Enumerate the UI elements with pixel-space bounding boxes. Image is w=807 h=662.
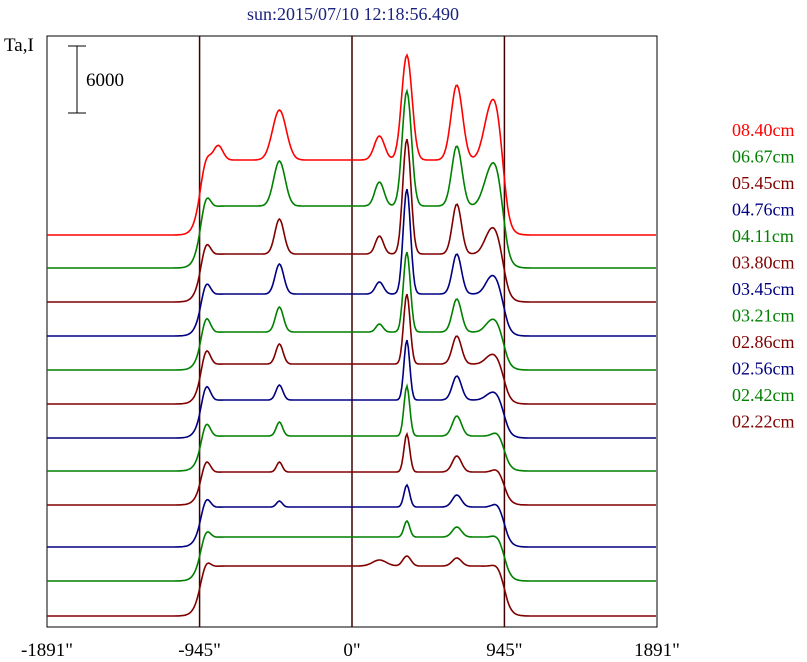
legend-item: 05.45cm <box>732 173 795 193</box>
series-line-03.21cm <box>47 383 656 472</box>
legend-item: 04.11cm <box>732 226 794 246</box>
series-line-03.80cm <box>47 293 656 405</box>
x-tick-label: 1891" <box>634 640 680 661</box>
series-line-02.42cm <box>47 519 656 582</box>
legend-item: 02.22cm <box>732 412 795 432</box>
series-line-08.40cm <box>47 53 656 236</box>
x-tick-label: 945" <box>486 640 522 661</box>
series-line-02.22cm <box>47 555 656 617</box>
legend-item: 02.42cm <box>732 385 795 405</box>
legend-item: 02.56cm <box>732 359 795 379</box>
legend-item: 08.40cm <box>732 120 795 140</box>
x-tick-labels: -1891" -945" 0" 945" 1891" <box>21 640 680 661</box>
legend-item: 03.21cm <box>732 306 795 326</box>
x-tick-label: -1891" <box>21 640 73 661</box>
legend-item: 06.67cm <box>732 147 795 167</box>
series-line-03.45cm <box>47 339 656 439</box>
legend-item: 02.86cm <box>732 332 795 352</box>
scale-bar: 6000 <box>68 45 124 114</box>
series-line-04.76cm <box>47 188 656 337</box>
chart-title: sun:2015/07/10 12:18:56.490 <box>247 4 459 24</box>
x-tick-label: 0" <box>343 640 360 661</box>
series-line-02.56cm <box>47 483 656 548</box>
legend-item: 04.76cm <box>732 200 795 220</box>
series-line-02.86cm <box>47 431 656 506</box>
y-axis-label: Ta,I <box>4 35 34 56</box>
x-tick-label: -945" <box>178 640 221 661</box>
legend: 08.40cm 06.67cm 05.45cm 04.76cm 04.11cm 03.80… <box>732 120 795 432</box>
scale-bar-label: 6000 <box>86 70 124 91</box>
series-line-06.67cm <box>47 88 656 269</box>
series-group <box>47 53 656 617</box>
legend-item: 03.45cm <box>732 279 795 299</box>
series-line-04.11cm <box>47 251 656 371</box>
series-line-05.45cm <box>47 138 656 303</box>
legend-item: 03.80cm <box>732 253 795 273</box>
